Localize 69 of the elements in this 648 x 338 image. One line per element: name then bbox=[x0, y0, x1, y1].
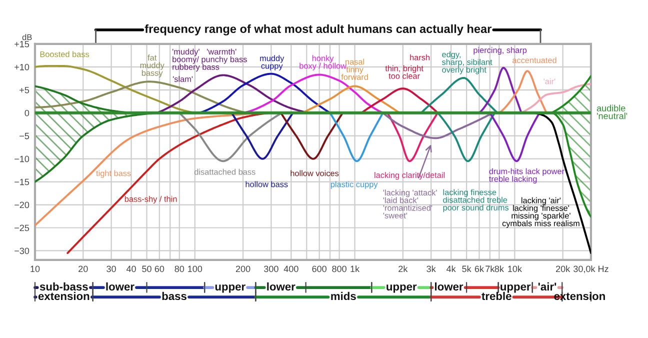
x-tick-label: 100 bbox=[188, 266, 202, 272]
y-tick-label: −15 bbox=[14, 178, 30, 186]
text: upper bbox=[386, 284, 417, 293]
annotation: thin, bright too clear bbox=[385, 65, 424, 79]
text: extension bbox=[38, 292, 90, 300]
annotation: lacking finesse disattached treble poor sound drums bbox=[443, 189, 509, 212]
text: upper bbox=[215, 284, 246, 293]
ref-line-label: audible 'neutral' bbox=[596, 104, 628, 120]
annotation: drum-hits lack power treble lacking bbox=[489, 168, 564, 184]
annotation: hollow bass bbox=[246, 181, 288, 188]
y-tick-label: 0 bbox=[24, 110, 30, 116]
text: lower bbox=[267, 282, 296, 291]
annotation: piercing, sharp bbox=[474, 47, 527, 55]
x-tick-label: 20 bbox=[78, 266, 88, 272]
x-tick-label: 10 bbox=[30, 266, 40, 272]
y-axis-title: dB bbox=[22, 34, 32, 40]
x-tick-label: 4k bbox=[446, 265, 456, 272]
x-tick-label: 10k bbox=[508, 265, 522, 272]
text: treble bbox=[482, 292, 512, 300]
annotation: 'air' bbox=[544, 78, 556, 84]
annotation: hollow voices bbox=[290, 170, 339, 176]
text: lower bbox=[106, 282, 134, 291]
annotation: harsh bbox=[410, 54, 430, 60]
x-tick-label: 40 bbox=[126, 266, 136, 272]
x-tick-label: 600 bbox=[312, 266, 326, 272]
x-tick-label: 200 bbox=[236, 266, 250, 272]
x-tick-label: 80 bbox=[174, 266, 184, 272]
annotation: muddy cuppy bbox=[260, 55, 284, 70]
x-tick-label: 8k bbox=[494, 265, 504, 272]
y-tick-label: −20 bbox=[14, 202, 30, 208]
y-tick-label: +10 bbox=[14, 64, 30, 70]
annotation: disattached bass bbox=[194, 168, 256, 175]
annotation: accentuated bbox=[512, 57, 556, 64]
y-tick-label: −5 bbox=[20, 132, 30, 140]
x-tick-label: 2k bbox=[398, 265, 408, 272]
x-tick-label: 400 bbox=[284, 266, 298, 272]
y-tick-label: +15 bbox=[14, 41, 30, 48]
annotation: fat muddy bassy bbox=[140, 54, 164, 78]
x-tick-label: 7k bbox=[486, 265, 495, 272]
x-tick-label: 3k bbox=[426, 265, 436, 272]
x-tick-label: 30,0k Hz bbox=[574, 265, 608, 274]
y-tick-label: −30 bbox=[14, 248, 30, 254]
text: bass bbox=[162, 292, 186, 300]
text: lower bbox=[435, 282, 464, 291]
annotation: honky boxy / hollow bbox=[300, 55, 347, 70]
x-tick-label: 30 bbox=[106, 266, 116, 272]
text: 'air' bbox=[538, 282, 556, 291]
x-tick-label: 800 bbox=[332, 266, 346, 272]
annotation: Boosted bass bbox=[40, 51, 90, 58]
x-tick-label: 20k bbox=[556, 265, 570, 272]
text: upper bbox=[500, 284, 531, 293]
x-tick-label: 300 bbox=[264, 266, 278, 272]
y-tick-label: −25 bbox=[14, 224, 30, 232]
annotation: bass-shy / thin bbox=[124, 196, 177, 204]
text: sub-bass bbox=[40, 282, 88, 291]
annotation: plastic cuppy bbox=[330, 181, 378, 189]
x-tick-label: 60 bbox=[154, 266, 164, 272]
x-tick-label: 5k bbox=[462, 265, 472, 272]
x-tick-label: 1k bbox=[350, 265, 360, 272]
annotation: 'muddy' 'warmth' boomy/ punchy bass rubbery bass bbox=[172, 48, 247, 72]
y-tick-label: +5 bbox=[20, 86, 30, 94]
y-tick-label: −10 bbox=[14, 156, 30, 162]
text: frequency range of what most adult humans can actually hear bbox=[144, 24, 492, 36]
text: mids bbox=[331, 292, 356, 300]
annotation: tight bass bbox=[96, 170, 131, 178]
annotation: 'slam' bbox=[172, 76, 193, 82]
annotation: 'lacking 'attack' 'laid back' 'romantizised' 'sweet' bbox=[383, 190, 437, 218]
x-tick-label: 50 bbox=[142, 266, 152, 272]
x-tick-label: 6k bbox=[474, 265, 484, 272]
